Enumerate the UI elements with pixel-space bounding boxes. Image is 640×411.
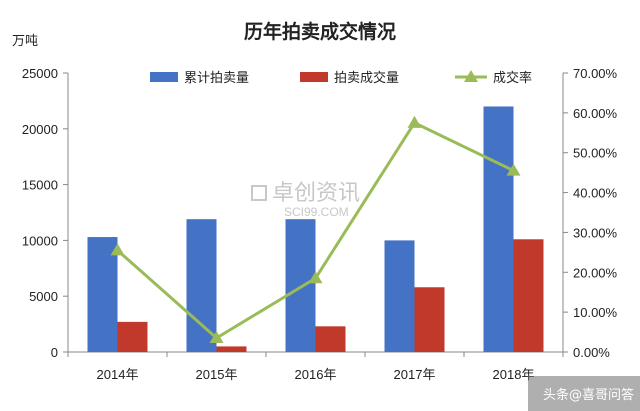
right-tick-label: 20.00% (573, 265, 618, 280)
left-tick-label: 15000 (22, 178, 58, 193)
right-tick-label: 30.00% (573, 225, 618, 240)
legend-swatch-0 (150, 72, 178, 82)
left-tick-label: 25000 (22, 66, 58, 81)
corner-watermark: 头条@喜哥问答 (528, 376, 640, 411)
bar-cumulative-auction-0 (87, 237, 118, 352)
bar-auction-deal-1 (216, 346, 247, 352)
line-point-0 (110, 243, 125, 256)
left-tick-label: 5000 (29, 289, 58, 304)
bar-auction-deal-2 (315, 326, 346, 352)
legend-marker-2 (464, 70, 478, 82)
watermark: 卓创资讯 SCI99.COM (251, 181, 360, 219)
bar-cumulative-auction-1 (186, 219, 217, 352)
right-tick-label: 40.00% (573, 186, 618, 201)
bar-auction-deal-0 (117, 321, 148, 352)
watermark-logo-icon (251, 185, 267, 201)
right-tick-label: 50.00% (573, 146, 618, 161)
line-point-2 (308, 271, 323, 284)
right-tick-label: 0.00% (573, 345, 610, 360)
right-tick-label: 10.00% (573, 305, 618, 320)
left-tick-label: 10000 (22, 233, 58, 248)
bar-auction-deal-3 (414, 287, 445, 352)
left-tick-label: 0 (51, 345, 58, 360)
corner-watermark-text: 头条@喜哥问答 (543, 387, 634, 403)
x-tick-label: 2016年 (295, 367, 337, 382)
x-tick-label: 2018年 (493, 367, 535, 382)
bar-cumulative-auction-4 (483, 106, 514, 352)
x-tick-label: 2017年 (394, 367, 436, 382)
x-tick-label: 2015年 (196, 367, 238, 382)
chart-title: 历年拍卖成交情况 (244, 20, 396, 43)
legend-label-1: 拍卖成交量 (334, 70, 399, 86)
left-axis-unit: 万吨 (12, 34, 38, 49)
line-point-3 (407, 115, 422, 128)
right-tick-label: 60.00% (573, 106, 618, 121)
legend-label-2: 成交率 (493, 70, 532, 86)
watermark-text: 卓创资讯 (272, 181, 360, 206)
watermark-subtext: SCI99.COM (284, 205, 349, 219)
legend-label-0: 累计拍卖量 (184, 71, 249, 86)
left-tick-label: 20000 (22, 122, 58, 137)
bar-cumulative-auction-3 (384, 240, 415, 352)
bar-auction-deal-4 (513, 239, 544, 352)
line-point-4 (506, 163, 521, 176)
legend-swatch-1 (300, 72, 328, 82)
x-tick-label: 2014年 (97, 367, 139, 382)
right-tick-label: 70.00% (573, 66, 618, 81)
line-point-1 (209, 331, 224, 344)
